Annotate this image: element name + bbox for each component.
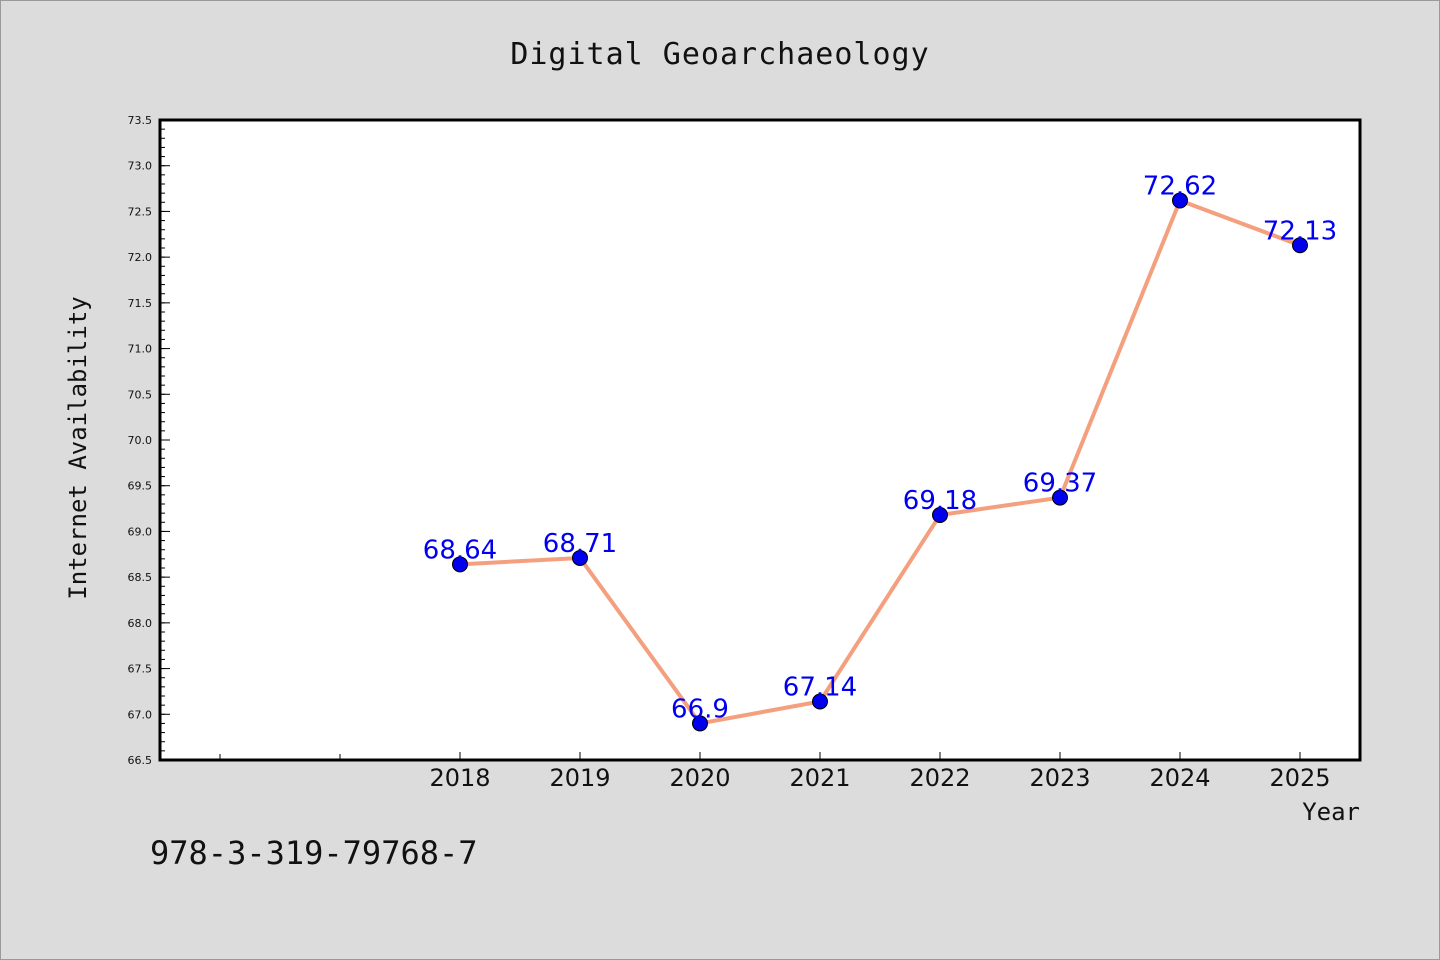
y-tick-label: 72.0 <box>128 251 153 264</box>
y-tick-label: 68.5 <box>128 571 153 584</box>
data-point <box>692 715 708 732</box>
x-tick-label: 2025 <box>1269 764 1330 792</box>
plot-area <box>160 120 1360 760</box>
y-tick-label: 66.5 <box>128 754 153 767</box>
y-tick-label: 69.5 <box>128 480 153 493</box>
x-tick-label: 2023 <box>1029 764 1090 792</box>
y-tick-label: 69.0 <box>128 525 153 538</box>
data-point <box>812 693 828 710</box>
data-labels-group: 68.64 68.71 66.9 67.14 69.18 69.37 72.62 72.13 <box>423 171 1337 724</box>
isbn-text: 978-3-319-79768-7 <box>150 834 478 872</box>
y-tick-label: 73.5 <box>128 114 153 127</box>
data-label: 72.13 <box>1263 216 1337 246</box>
x-tick-label: 2020 <box>669 764 730 792</box>
y-tick-label: 71.0 <box>128 343 153 356</box>
series-line-group <box>452 192 1308 732</box>
data-label: 66.9 <box>671 694 729 724</box>
y-tick-label: 71.5 <box>128 297 153 310</box>
data-point <box>932 506 948 523</box>
data-label: 68.71 <box>543 529 617 559</box>
series-line <box>459 198 1301 726</box>
data-point <box>452 556 468 573</box>
y-tick-label: 67.0 <box>128 708 153 721</box>
x-tick-label: 2022 <box>909 764 970 792</box>
data-label: 68.64 <box>423 535 497 565</box>
y-axis-label: Internet Availability <box>64 296 92 599</box>
y-tick-label: 68.0 <box>128 617 153 630</box>
chart-title: Digital Geoarchaeology <box>510 37 929 72</box>
y-tick-label: 67.5 <box>128 663 153 676</box>
data-label: 69.18 <box>903 486 977 516</box>
data-label: 67.14 <box>783 672 857 702</box>
data-label: 69.37 <box>1023 469 1097 499</box>
data-point <box>1172 192 1188 209</box>
y-tick-label: 72.5 <box>128 205 153 218</box>
data-label: 72.62 <box>1143 171 1217 201</box>
y-tick-label: 73.0 <box>128 160 153 173</box>
x-tick-label: 2018 <box>429 764 490 792</box>
y-axis-ticks: 66.5 67.0 67.5 68.0 68.5 69.0 69.5 70.0 70.5 71.0… <box>128 114 170 767</box>
x-axis-ticks: 2018 2019 2020 2021 2022 2023 2024 2025 <box>219 752 1331 792</box>
y-tick-label: 70.0 <box>128 434 153 447</box>
plot-frame <box>158 118 1362 762</box>
data-point <box>1052 489 1068 506</box>
x-tick-label: 2021 <box>789 764 850 792</box>
data-point <box>1292 237 1308 254</box>
x-axis-label: Year <box>1302 798 1360 826</box>
x-tick-label: 2024 <box>1149 764 1210 792</box>
y-tick-label: 70.5 <box>128 388 153 401</box>
data-point <box>572 549 588 566</box>
x-tick-label: 2019 <box>549 764 610 792</box>
